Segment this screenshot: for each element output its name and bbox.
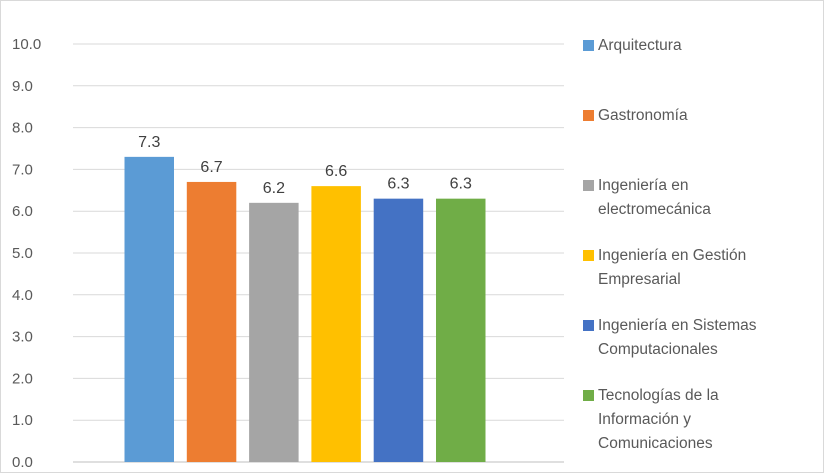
bar-6[interactable] bbox=[436, 198, 486, 462]
data-label: 6.2 bbox=[263, 180, 285, 197]
legend-item[interactable]: Ingeniería en Sistemas Computacionales bbox=[583, 314, 757, 362]
y-tick-label: 2.0 bbox=[12, 370, 33, 387]
bar-4[interactable] bbox=[311, 186, 361, 462]
legend-label: Tecnologías de la Información y Comunica… bbox=[598, 387, 719, 452]
legend-item[interactable]: Gastronomía bbox=[583, 104, 688, 128]
data-label: 6.3 bbox=[450, 176, 472, 193]
data-label: 6.3 bbox=[387, 176, 409, 193]
legend-swatch bbox=[583, 320, 594, 331]
bar-3[interactable] bbox=[249, 202, 299, 462]
legend-label: Ingeniería en Gestión Empresarial bbox=[598, 247, 747, 288]
y-tick-label: 8.0 bbox=[12, 120, 33, 137]
legend-swatch bbox=[583, 390, 594, 401]
y-tick-label: 5.0 bbox=[12, 245, 33, 262]
y-tick-label: 6.0 bbox=[12, 203, 33, 220]
y-tick-label: 0.0 bbox=[12, 454, 33, 471]
data-label: 7.3 bbox=[138, 134, 160, 151]
y-tick-label: 4.0 bbox=[12, 287, 33, 304]
legend-item[interactable]: Arquitectura bbox=[583, 34, 682, 58]
y-tick-label: 3.0 bbox=[12, 329, 33, 346]
legend-label: Gastronomía bbox=[598, 107, 688, 124]
legend-swatch bbox=[583, 110, 594, 121]
y-tick-label: 7.0 bbox=[12, 161, 33, 178]
legend-label: Ingeniería en electromecánica bbox=[598, 177, 711, 218]
legend-swatch bbox=[583, 250, 594, 261]
data-label: 6.6 bbox=[325, 163, 347, 180]
legend-item[interactable]: Tecnologías de la Información y Comunica… bbox=[583, 384, 719, 456]
legend-item[interactable]: Ingeniería en electromecánica bbox=[583, 174, 711, 222]
y-tick-label: 10.0 bbox=[12, 36, 41, 53]
bar-chart-plot: 0.0 1.0 2.0 3.0 4.0 5.0 6.0 7.0 8.0 9.0 10.0 7.3 6.7… bbox=[12, 36, 564, 471]
legend-swatch bbox=[583, 40, 594, 51]
legend-swatch bbox=[583, 180, 594, 191]
bar-5[interactable] bbox=[373, 198, 424, 462]
data-label: 6.7 bbox=[200, 159, 222, 176]
bar-2[interactable] bbox=[186, 181, 237, 462]
bar-1[interactable] bbox=[124, 156, 175, 463]
legend-item[interactable]: Ingeniería en Gestión Empresarial bbox=[583, 244, 746, 292]
legend-label: Ingeniería en Sistemas Computacionales bbox=[598, 317, 757, 358]
y-tick-label: 1.0 bbox=[12, 412, 33, 429]
legend-label: Arquitectura bbox=[598, 37, 682, 54]
y-tick-label: 9.0 bbox=[12, 78, 33, 95]
